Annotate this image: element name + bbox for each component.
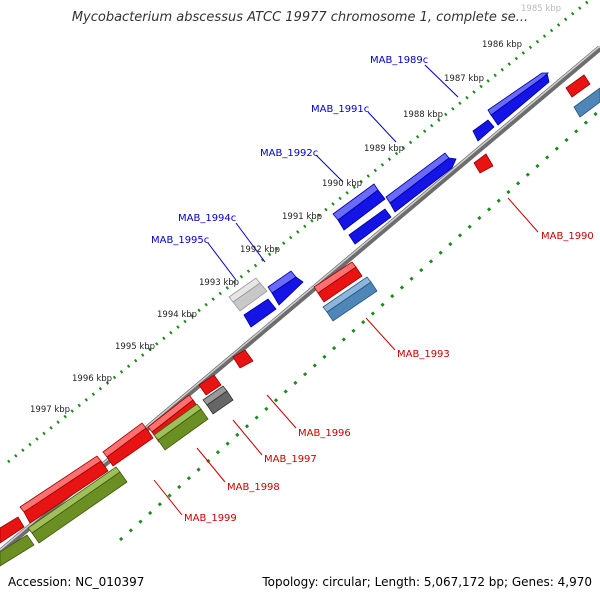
leader-line-mab1992c [315, 154, 344, 183]
gene-mab1990[interactable] [473, 153, 494, 174]
tick-label: 1994 kbp [157, 310, 197, 320]
gene-mab1992c[interactable] [389, 157, 457, 213]
tick-label: 1987 kbp [444, 74, 484, 84]
leader-line-mab1999 [153, 479, 183, 516]
gene-mab1999-face [102, 422, 147, 458]
gene-green-2-face [27, 466, 121, 534]
leader-line-mab1991c [367, 111, 397, 143]
map-title: Mycobacterium abscessus ATCC 19977 chrom… [71, 10, 529, 25]
leader-line-mab1996 [266, 394, 297, 429]
gene-mab1991c[interactable] [472, 119, 495, 142]
accession-label: Accession: NC_010397 [8, 575, 145, 589]
gene-mab1997[interactable] [198, 374, 222, 396]
gene-mab1989c-face [487, 72, 550, 116]
outer-tick-track [7, 0, 591, 464]
gene-red-topright[interactable] [565, 74, 591, 98]
leader-line-mab1990 [507, 197, 539, 233]
tick-label: 1985 kbp [521, 4, 561, 14]
tick-label: 1996 kbp [72, 374, 112, 384]
tick-label: 1991 kbp [282, 212, 322, 222]
gene-label-top[interactable]: MAB_1995c [151, 235, 209, 246]
gene-label-bottom[interactable]: MAB_1996 [298, 428, 351, 439]
gene-label-bottom[interactable]: MAB_1993 [397, 349, 450, 360]
gene-mab1995c[interactable] [243, 298, 277, 328]
gene-red-edge[interactable] [0, 516, 25, 544]
leader-line-mab1998 [196, 447, 226, 483]
inner-tick-track [118, 108, 600, 542]
gene-mab1998-face [147, 394, 194, 433]
leader-line-mab1993 [365, 317, 396, 351]
tick-label: 1993 kbp [199, 278, 239, 288]
gene-label-top[interactable]: MAB_1989c [370, 55, 428, 66]
gene-mab1992c-inner[interactable] [348, 208, 392, 245]
leader-line-mab1995c [207, 242, 237, 281]
gene-label-bottom[interactable]: MAB_1999 [184, 513, 237, 524]
gene-label-bottom[interactable]: MAB_1997 [264, 454, 317, 465]
tick-label: 1988 kbp [403, 110, 443, 120]
gene-rna-right[interactable] [573, 87, 600, 118]
gene-mab1992c-left-face [332, 183, 379, 221]
gene-mab1994c-face [267, 270, 297, 294]
gene-label-top[interactable]: MAB_1992c [260, 148, 318, 159]
gene-mab1993-face [313, 261, 357, 294]
gene-mab1996[interactable] [232, 349, 254, 369]
gene-label-top[interactable]: MAB_1991c [311, 104, 369, 115]
leader-line-mab1994c [235, 222, 266, 263]
gene-green-3[interactable] [0, 534, 35, 567]
gene-red-long-face [19, 455, 102, 513]
genome-summary: Topology: circular; Length: 5,067,172 bp… [262, 575, 592, 589]
tick-label: 1986 kbp [482, 40, 522, 50]
leader-line-mab1997 [232, 419, 263, 456]
tick-label: 1992 kbp [240, 245, 280, 255]
gene-mab1992c-face [385, 152, 450, 204]
leader-line-mab1989c [424, 64, 459, 98]
tick-label: 1995 kbp [115, 342, 155, 352]
gene-pseudo-face [228, 277, 261, 303]
gene-rna-face [322, 276, 372, 313]
tick-label: 1997 kbp [30, 405, 70, 415]
tick-label: 1989 kbp [364, 144, 404, 154]
gene-label-bottom[interactable]: MAB_1990 [541, 231, 594, 242]
gene-green-1-face [153, 403, 202, 441]
gene-label-top[interactable]: MAB_1994c [178, 213, 236, 224]
gene-misc-face [202, 385, 228, 406]
gene-label-bottom[interactable]: MAB_1998 [227, 482, 280, 493]
tick-label: 1990 kbp [322, 179, 362, 189]
